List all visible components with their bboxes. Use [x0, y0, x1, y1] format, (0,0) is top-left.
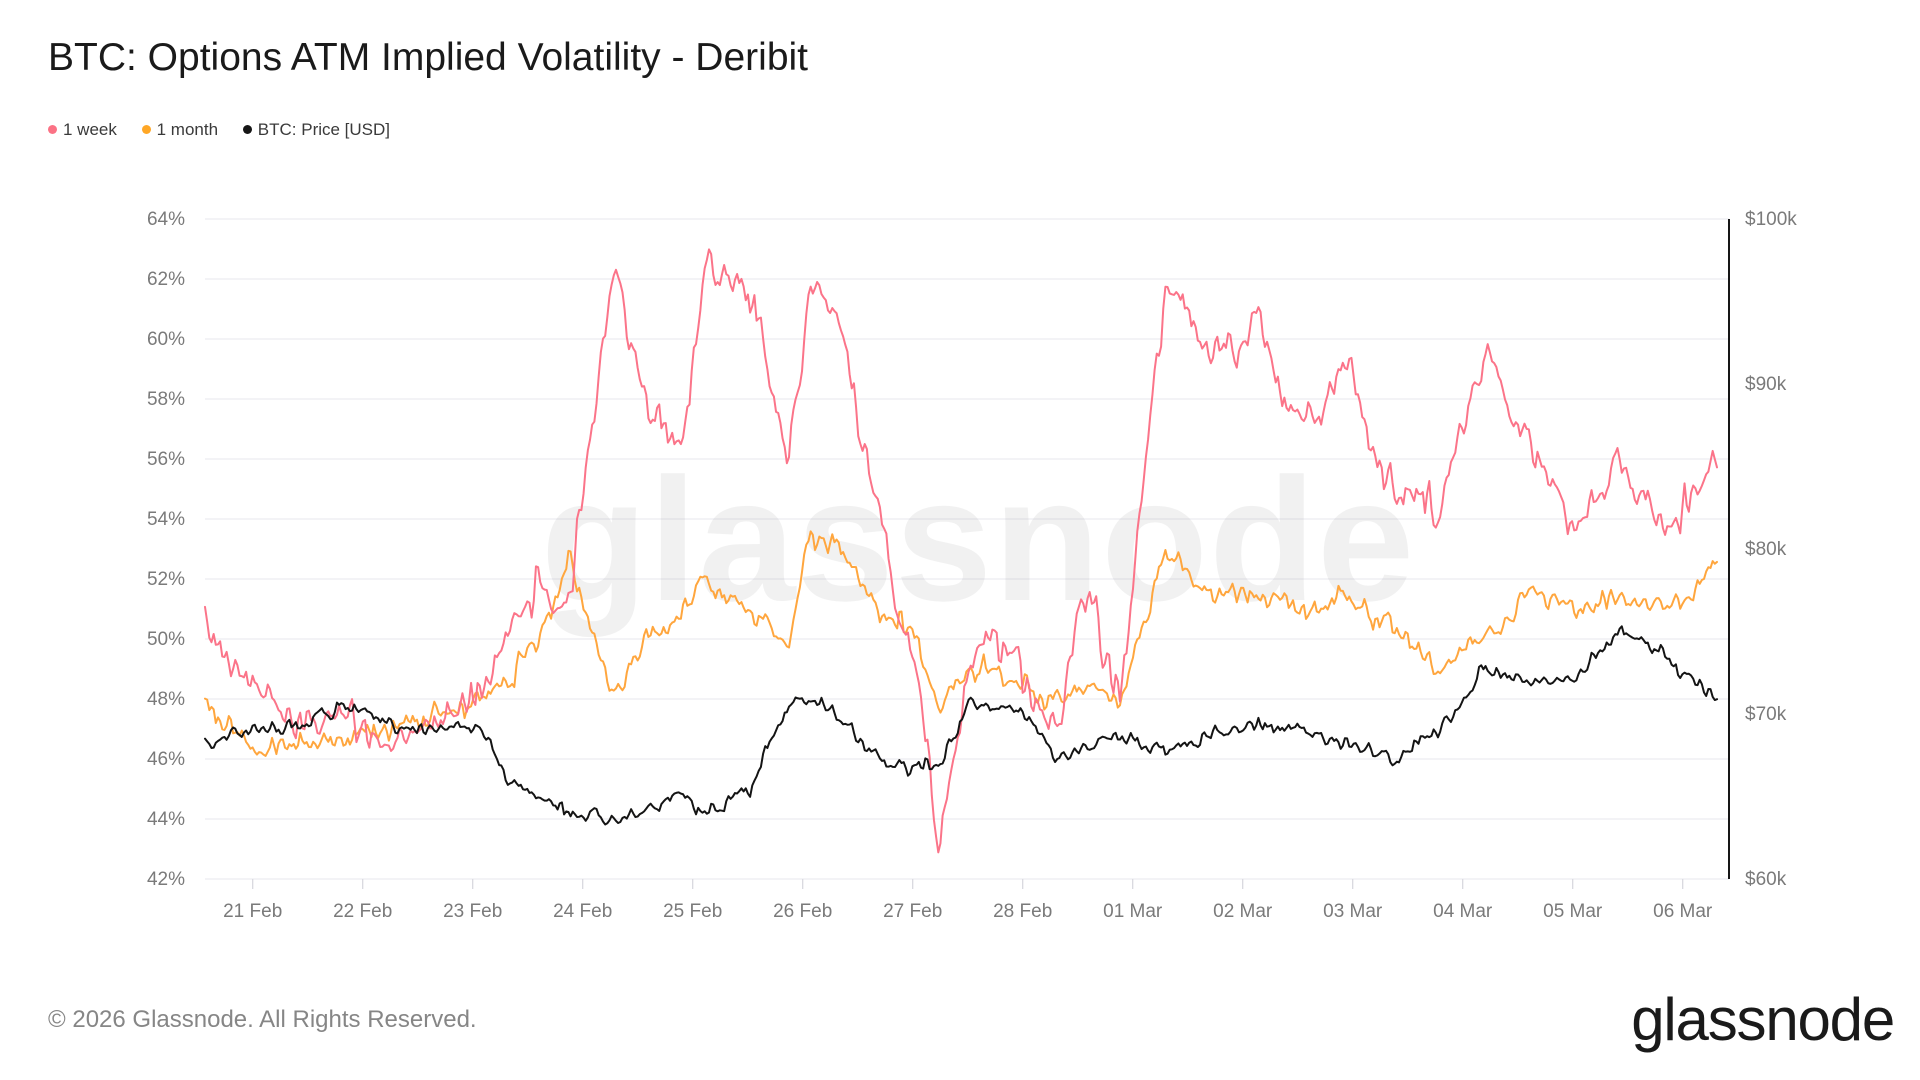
- svg-text:48%: 48%: [147, 689, 185, 710]
- svg-text:$90k: $90k: [1745, 374, 1787, 395]
- svg-text:26 Feb: 26 Feb: [773, 901, 832, 922]
- svg-text:23 Feb: 23 Feb: [443, 901, 502, 922]
- svg-text:22 Feb: 22 Feb: [333, 901, 392, 922]
- svg-text:50%: 50%: [147, 629, 185, 650]
- svg-text:52%: 52%: [147, 569, 185, 590]
- svg-text:$100k: $100k: [1745, 209, 1797, 230]
- svg-text:42%: 42%: [147, 869, 185, 890]
- svg-text:58%: 58%: [147, 389, 185, 410]
- svg-text:56%: 56%: [147, 449, 185, 470]
- svg-text:54%: 54%: [147, 509, 185, 530]
- svg-text:$70k: $70k: [1745, 704, 1787, 725]
- svg-text:28 Feb: 28 Feb: [993, 901, 1052, 922]
- svg-text:21 Feb: 21 Feb: [223, 901, 282, 922]
- svg-text:glassnode: glassnode: [541, 443, 1416, 638]
- svg-text:60%: 60%: [147, 329, 185, 350]
- svg-text:27 Feb: 27 Feb: [883, 901, 942, 922]
- svg-text:24 Feb: 24 Feb: [553, 901, 612, 922]
- svg-text:64%: 64%: [147, 209, 185, 230]
- svg-text:01 Mar: 01 Mar: [1103, 901, 1163, 922]
- svg-text:04 Mar: 04 Mar: [1433, 901, 1493, 922]
- svg-text:03 Mar: 03 Mar: [1323, 901, 1383, 922]
- svg-text:05 Mar: 05 Mar: [1543, 901, 1603, 922]
- svg-text:$60k: $60k: [1745, 869, 1787, 890]
- svg-text:06 Mar: 06 Mar: [1653, 901, 1713, 922]
- svg-text:62%: 62%: [147, 269, 185, 290]
- svg-text:$80k: $80k: [1745, 539, 1787, 560]
- svg-text:02 Mar: 02 Mar: [1213, 901, 1273, 922]
- svg-text:44%: 44%: [147, 809, 185, 830]
- svg-text:25 Feb: 25 Feb: [663, 901, 722, 922]
- svg-text:46%: 46%: [147, 749, 185, 770]
